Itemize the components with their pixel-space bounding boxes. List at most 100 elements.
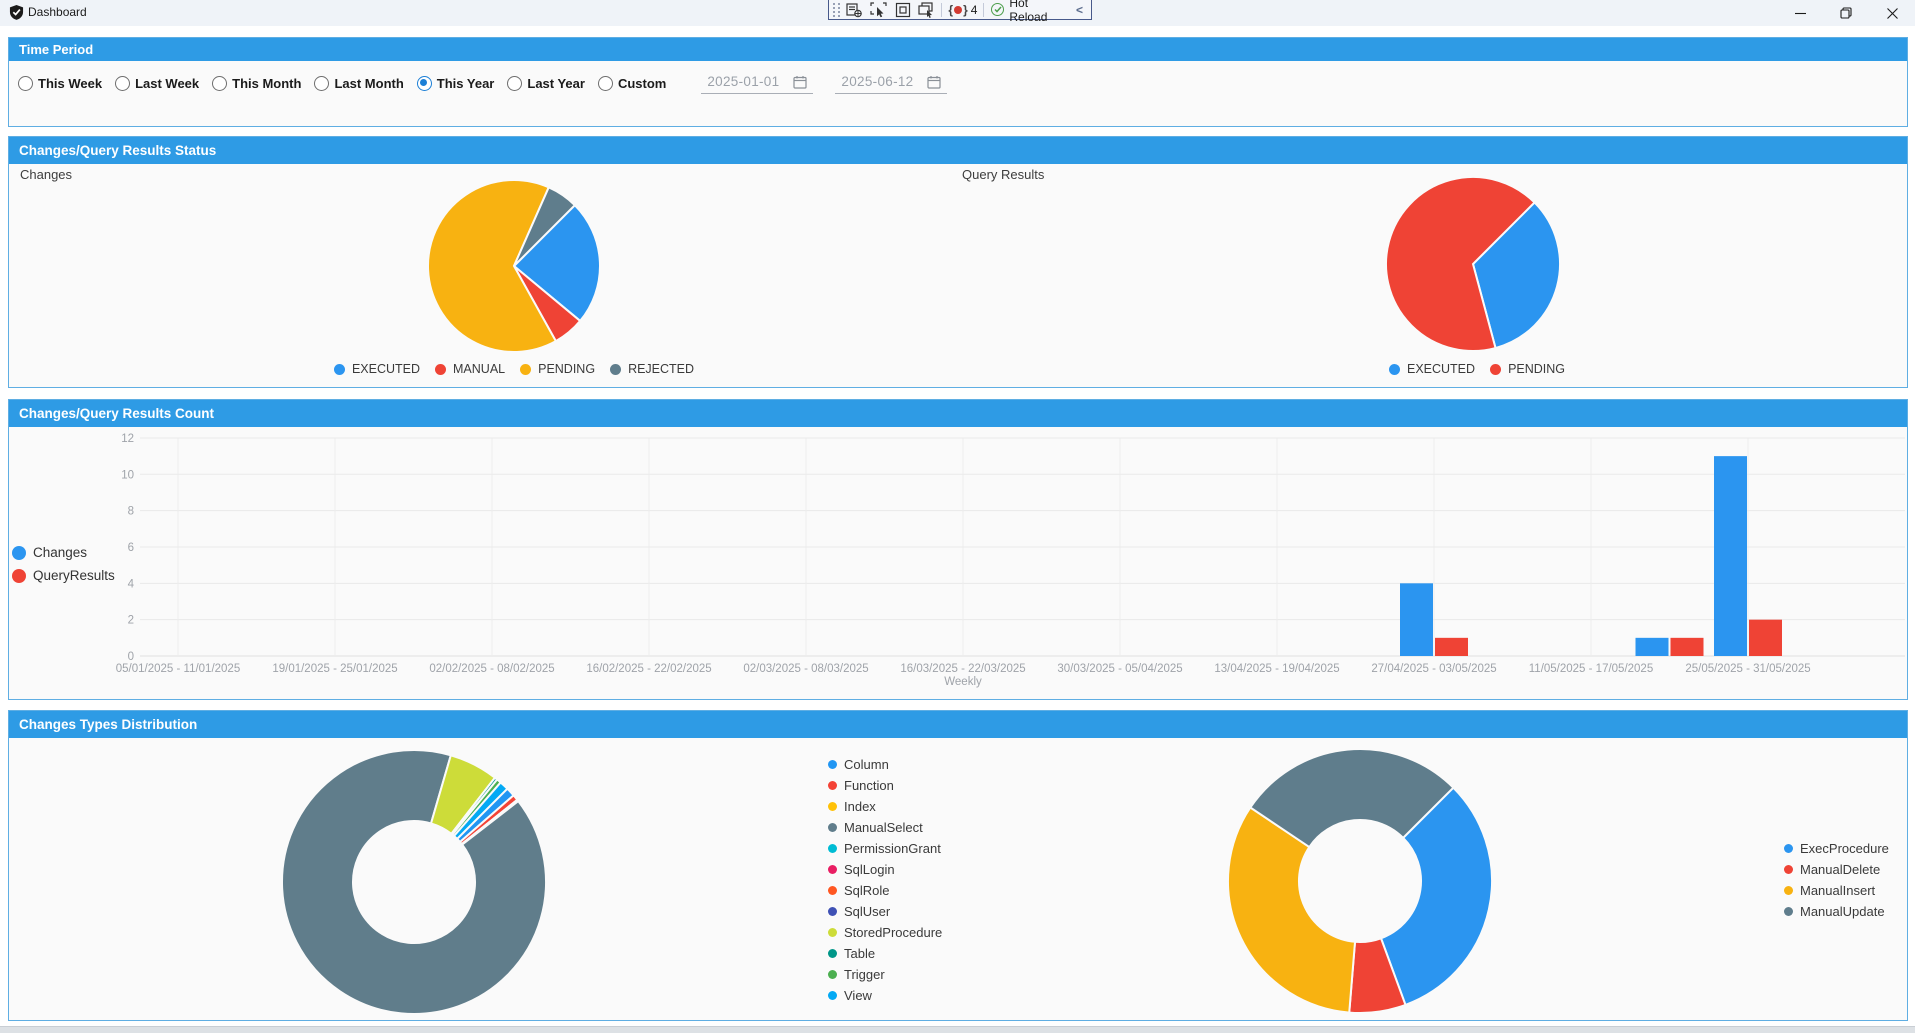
legend-item-StoredProcedure: StoredProcedure — [828, 922, 942, 943]
legend-item-Index: Index — [828, 796, 942, 817]
legend-dot-icon — [1784, 865, 1793, 874]
radio-option-this-month[interactable]: This Month — [212, 75, 302, 91]
window-controls — [1777, 0, 1915, 26]
radio-option-this-year[interactable]: This Year — [416, 75, 495, 91]
legend-dot-icon — [828, 823, 837, 832]
query-pie-title: Query Results — [962, 167, 1045, 182]
legend-label: SqlLogin — [844, 862, 895, 877]
toolbar-separator — [983, 2, 985, 17]
binding-error-icon — [954, 5, 963, 14]
legend-dot-icon — [828, 865, 837, 874]
legend-item-Table: Table — [828, 943, 942, 964]
enable-selection-icon[interactable] — [867, 1, 891, 19]
date-to-field[interactable]: 2025-06-12 — [835, 72, 948, 94]
close-button[interactable] — [1869, 0, 1915, 26]
legend-dot-icon — [828, 886, 837, 895]
radio-icon — [18, 75, 33, 91]
changes-pie-title: Changes — [20, 167, 73, 182]
y-tick-label: 12 — [121, 433, 134, 445]
legend-item-Column: Column — [828, 754, 942, 775]
legend-label: ManualSelect — [844, 820, 923, 835]
legend-label: ManualUpdate — [1800, 904, 1885, 919]
radio-icon — [115, 75, 131, 91]
x-tick-label: 05/01/2025 - 11/01/2025 — [116, 663, 240, 675]
time-period-radio-group: This Week Last Week This Month Last Month Th… — [18, 75, 679, 91]
legend-label: View — [844, 988, 872, 1003]
toolbar-grip-handle[interactable] — [833, 2, 840, 17]
binding-errors-badge[interactable]: { } 4 — [948, 2, 978, 17]
legend-item-ManualUpdate: ManualUpdate — [1784, 901, 1889, 922]
legend-dot-icon — [828, 991, 837, 1000]
slice-View — [452, 781, 509, 841]
radio-label: This Month — [232, 75, 302, 91]
toolbar-collapse-chevron[interactable]: < — [1076, 2, 1084, 17]
y-tick-label: 4 — [128, 578, 135, 590]
hot-reload-button[interactable]: Hot Reload — [987, 0, 1073, 24]
legend-label: MANUAL — [453, 362, 506, 376]
y-tick-label: 2 — [128, 615, 134, 627]
horizontal-scrollbar[interactable] — [0, 1026, 1915, 1033]
x-tick-label: 02/02/2025 - 08/02/2025 — [429, 663, 554, 675]
slice-ManualInsert — [1227, 806, 1357, 1014]
restore-button[interactable] — [1823, 0, 1869, 26]
track-focused-element-icon[interactable] — [915, 1, 939, 19]
legend-item-ManualSelect: ManualSelect — [828, 817, 942, 838]
legend-item-PermissionGrant: PermissionGrant — [828, 838, 942, 859]
radio-selected-icon — [416, 75, 432, 91]
radio-option-custom[interactable]: Custom — [597, 75, 666, 91]
manual-ops-legend: ExecProcedure ManualDelete ManualInsert Man… — [1784, 838, 1889, 922]
hot-reload-check-icon — [991, 3, 1005, 16]
debug-toolbar: { } 4 Hot Reload < — [828, 0, 1092, 24]
calendar-icon[interactable] — [793, 75, 808, 89]
y-tick-label: 6 — [128, 542, 134, 554]
x-tick-label: 11/05/2025 - 17/05/2025 — [1529, 663, 1653, 675]
status-section: Changes/Query Results Status — [8, 136, 1908, 388]
slice-EXECUTED — [512, 203, 601, 323]
legend-item-MANUAL: MANUAL — [435, 362, 505, 376]
bar-Changes-25-05-2025 — [1714, 456, 1747, 656]
radio-icon — [314, 75, 330, 91]
legend-dot-icon — [435, 363, 447, 375]
live-visual-tree-icon[interactable] — [843, 1, 867, 19]
legend-label: SqlUser — [844, 904, 891, 919]
legend-item-QueryResults: QueryResults — [12, 564, 115, 587]
legend-dot-icon — [520, 363, 532, 375]
changes-status-pie-chart — [427, 179, 601, 353]
radio-option-this-week[interactable]: This Week — [18, 75, 103, 91]
display-adorners-icon[interactable] — [891, 1, 915, 19]
legend-dot-icon — [828, 802, 837, 811]
legend-label: Changes — [33, 545, 88, 560]
radio-label: Last Year — [527, 75, 585, 91]
legend-item-REJECTED: REJECTED — [610, 362, 694, 376]
x-tick-label: 19/01/2025 - 25/01/2025 — [272, 663, 397, 675]
radio-label: This Week — [38, 75, 103, 91]
radio-option-last-week[interactable]: Last Week — [115, 75, 199, 91]
legend-label: Function — [844, 778, 894, 793]
status-header: Changes/Query Results Status — [9, 137, 1907, 164]
minimize-button[interactable] — [1777, 0, 1823, 26]
bar-Changes-27-04-2025 — [1400, 583, 1433, 656]
legend-dot-icon — [828, 760, 837, 769]
legend-item-Function: Function — [828, 775, 942, 796]
query-status-pie-chart — [1385, 176, 1562, 353]
radio-label: This Year — [436, 75, 495, 91]
legend-label: StoredProcedure — [844, 925, 943, 940]
legend-item-ManualInsert: ManualInsert — [1784, 880, 1889, 901]
count-bar-chart: 0 2 4 6 8 10 12 05/01/2025 - 11/01/2025 19/01/20… — [116, 433, 1905, 688]
query-pie-legend: EXECUTED PENDING — [1337, 362, 1617, 376]
legend-label: SqlRole — [844, 883, 890, 898]
radio-option-last-month[interactable]: Last Month — [314, 75, 404, 91]
bar-QueryResults-25-05-2025 — [1749, 619, 1782, 656]
calendar-icon[interactable] — [927, 75, 942, 89]
legend-label: PENDING — [1508, 362, 1566, 376]
radio-label: Last Month — [334, 75, 404, 91]
bar-QueryResults-27-04-2025 — [1435, 637, 1468, 656]
radio-option-last-year[interactable]: Last Year — [507, 75, 585, 91]
date-from-field[interactable]: 2025-01-01 — [701, 72, 814, 94]
radio-icon — [212, 75, 228, 91]
types-header: Changes Types Distribution — [9, 711, 1907, 738]
legend-dot-icon — [1784, 886, 1793, 895]
date-to-value: 2025-06-12 — [841, 74, 914, 89]
legend-dot-icon — [12, 568, 26, 583]
legend-item-SqlLogin: SqlLogin — [828, 859, 942, 880]
